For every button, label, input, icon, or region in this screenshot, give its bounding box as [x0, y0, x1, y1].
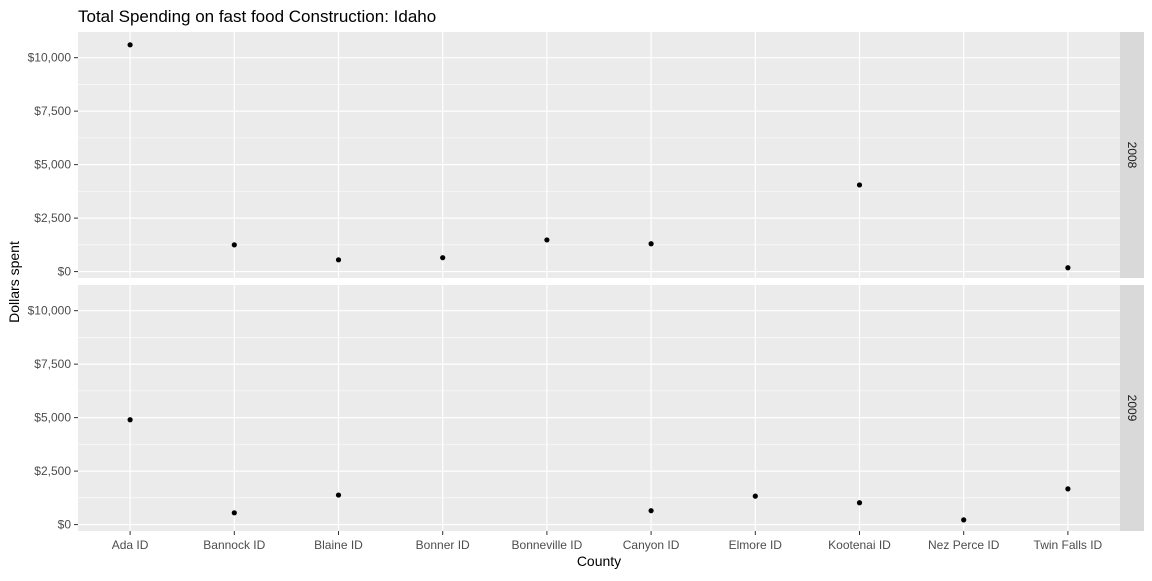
y-tick-label: $10,000 [28, 304, 72, 318]
x-axis: Ada ID Bannock ID Blaine ID Bonner ID Bonnev… [112, 531, 1103, 552]
x-tick-label: Bonner ID [416, 538, 470, 552]
panel-background [78, 285, 1120, 531]
data-point [648, 241, 654, 247]
data-point [752, 493, 758, 499]
data-point [231, 242, 237, 248]
x-axis-title: County [577, 553, 621, 569]
data-point [856, 500, 863, 506]
facet-strip-label: 2009 [1125, 395, 1139, 422]
y-tick-label: $2,500 [34, 464, 71, 478]
data-point [1065, 486, 1071, 492]
x-tick-label: Canyon ID [623, 538, 680, 552]
y-tick-label: $7,500 [34, 104, 71, 118]
y-tick-label: $5,000 [34, 158, 71, 172]
x-tick-label: Bonneville ID [512, 538, 583, 552]
data-point [544, 237, 550, 243]
facet-strip [1120, 32, 1144, 278]
data-point [335, 257, 342, 263]
facet-panel-2008: $0 $2,500 $5,000 $7,500 $10,000 2008 [28, 32, 1144, 279]
data-point [335, 492, 342, 498]
data-point [1065, 265, 1071, 271]
chart-title: Total Spending on fast food Construction… [78, 7, 436, 26]
x-tick-label: Bannock ID [203, 538, 265, 552]
facet-panel-2009: $0 $2,500 $5,000 $7,500 $10,000 2009 [28, 285, 1144, 532]
y-tick-label: $10,000 [28, 51, 72, 65]
x-tick-label: Nez Perce ID [928, 538, 1000, 552]
facet-strip-label: 2008 [1125, 142, 1139, 169]
x-tick-label: Blaine ID [314, 538, 363, 552]
facet-strip [1120, 285, 1144, 531]
data-point [231, 510, 237, 516]
x-tick-label: Ada ID [112, 538, 149, 552]
y-tick-label: $5,000 [34, 411, 71, 425]
y-axis-title: Dollars spent [6, 241, 22, 323]
x-tick-label: Kootenai ID [828, 538, 891, 552]
facet-panels: $0$2,500$5,000$7,500$10,0002008$0$2,500$… [28, 32, 1144, 532]
y-tick-label: $2,500 [34, 211, 71, 225]
y-tick-label: $0 [58, 518, 72, 532]
y-tick-label: $0 [58, 265, 72, 279]
data-point [961, 517, 967, 523]
data-point [648, 508, 654, 514]
y-tick-label: $7,500 [34, 357, 71, 371]
data-point [127, 417, 133, 423]
data-point [127, 42, 133, 48]
x-tick-label: Elmore ID [729, 538, 783, 552]
x-tick-label: Twin Falls ID [1034, 538, 1103, 552]
data-point [440, 255, 446, 261]
data-point [856, 182, 863, 188]
panel-background [78, 32, 1120, 278]
